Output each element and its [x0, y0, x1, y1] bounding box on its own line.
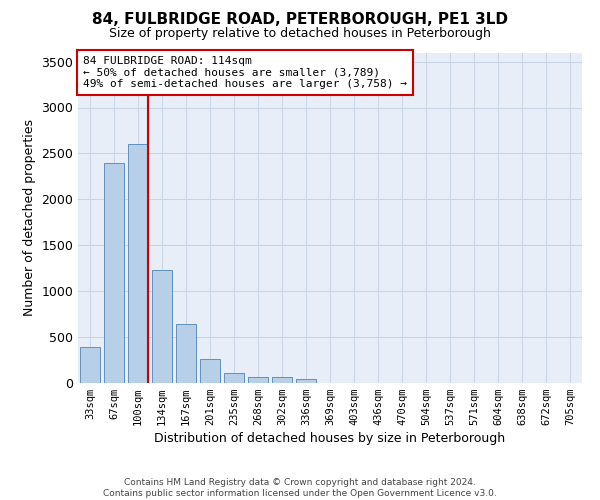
- Bar: [200, 359, 220, 382]
- Bar: [224, 374, 244, 382]
- Bar: [80, 347, 100, 382]
- Bar: [296, 379, 316, 382]
- Y-axis label: Number of detached properties: Number of detached properties: [23, 119, 36, 316]
- Bar: [248, 377, 268, 382]
- Text: Contains HM Land Registry data © Crown copyright and database right 2024.
Contai: Contains HM Land Registry data © Crown c…: [103, 478, 497, 498]
- Bar: [176, 324, 196, 382]
- Bar: [128, 144, 148, 382]
- Text: 84 FULBRIDGE ROAD: 114sqm
← 50% of detached houses are smaller (3,789)
49% of se: 84 FULBRIDGE ROAD: 114sqm ← 50% of detac…: [83, 56, 407, 89]
- Text: 84, FULBRIDGE ROAD, PETERBOROUGH, PE1 3LD: 84, FULBRIDGE ROAD, PETERBOROUGH, PE1 3L…: [92, 12, 508, 28]
- Bar: [152, 270, 172, 382]
- Bar: [104, 162, 124, 382]
- Bar: [272, 378, 292, 382]
- Text: Size of property relative to detached houses in Peterborough: Size of property relative to detached ho…: [109, 28, 491, 40]
- X-axis label: Distribution of detached houses by size in Peterborough: Distribution of detached houses by size …: [154, 432, 506, 445]
